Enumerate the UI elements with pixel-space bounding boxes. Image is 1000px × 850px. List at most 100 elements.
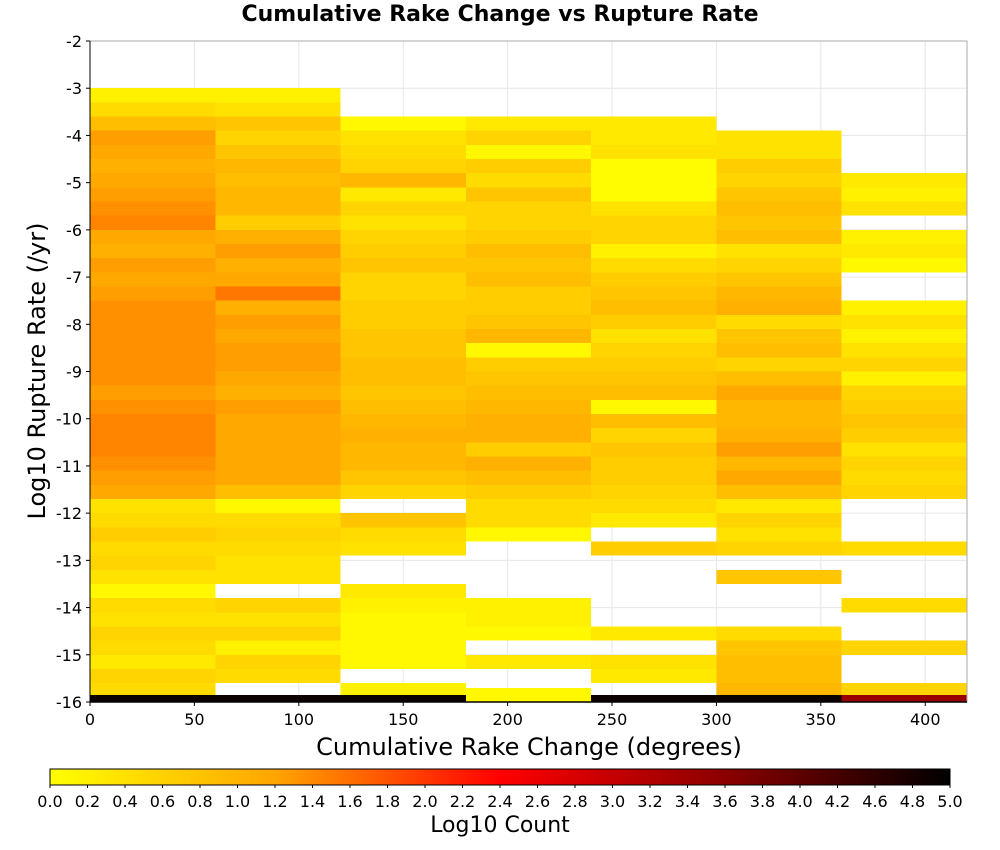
colorbar-tick-label: 1.8: [375, 792, 400, 811]
heatmap-cell: [591, 314, 717, 330]
heatmap-cell: [90, 413, 216, 429]
heatmap-cell: [465, 130, 592, 145]
colorbar-tick-label: 4.2: [825, 792, 850, 811]
heatmap-cell: [340, 612, 466, 627]
heatmap-cell: [465, 258, 592, 273]
colorbar-tick-label: 0.4: [112, 792, 137, 811]
heatmap-cell: [465, 385, 592, 400]
heatmap-cell: [841, 357, 967, 372]
heatmap-cell: [841, 484, 967, 499]
heatmap-cell: [90, 385, 216, 400]
colorbar-tick-label: 4.0: [787, 792, 812, 811]
heatmap-cell: [340, 413, 466, 429]
y-tick-label: -10: [56, 410, 82, 429]
heatmap-cell: [90, 626, 216, 641]
heatmap-cell: [465, 300, 592, 315]
heatmap-cell: [90, 612, 216, 627]
heatmap-cell: [215, 173, 341, 188]
heatmap-cell: [841, 399, 967, 414]
heatmap-cell: [340, 187, 466, 202]
heatmap-cell: [716, 286, 842, 301]
heatmap-cell: [90, 484, 216, 499]
heatmap-cell: [465, 399, 592, 414]
y-tick-label: -12: [56, 504, 82, 523]
heatmap-cell: [215, 144, 341, 160]
heatmap-cell: [591, 244, 717, 259]
heatmap-cell: [90, 694, 216, 702]
heatmap-cell: [215, 470, 341, 485]
heatmap-cell: [340, 343, 466, 358]
heatmap-cell: [591, 484, 717, 499]
heatmap-cell: [215, 640, 341, 655]
colorbar-tick-label: 3.0: [600, 792, 625, 811]
heatmap-cell: [215, 130, 341, 145]
colorbar-tick-label: 1.0: [225, 792, 250, 811]
heatmap-cell: [340, 272, 466, 287]
heatmap-cell: [215, 527, 341, 542]
heatmap-cell: [90, 513, 216, 528]
heatmap-cell: [215, 541, 341, 556]
heatmap-cell: [716, 173, 842, 188]
heatmap-cell: [340, 385, 466, 400]
heatmap-cell: [215, 612, 341, 627]
heatmap-cell: [90, 583, 216, 599]
heatmap-cell: [841, 470, 967, 485]
heatmap-cell: [591, 498, 717, 514]
y-tick-label: -16: [56, 693, 82, 712]
heatmap-cell: [591, 272, 717, 287]
y-tick-label: -2: [66, 32, 82, 51]
heatmap-cell: [90, 215, 216, 230]
heatmap-cell: [591, 343, 717, 358]
heatmap-cell: [340, 116, 466, 131]
heatmap-cell: [90, 286, 216, 301]
heatmap-cell: [340, 258, 466, 273]
heatmap-cell: [716, 215, 842, 230]
heatmap-cell: [90, 314, 216, 330]
heatmap-cell: [841, 173, 967, 188]
heatmap-cell: [591, 428, 717, 443]
heatmap-cell: [591, 329, 717, 344]
heatmap-cell: [716, 694, 842, 702]
heatmap-cell: [716, 130, 842, 145]
heatmap-cell: [465, 484, 592, 499]
colorbar-tick-label: 3.2: [637, 792, 662, 811]
heatmap-cell: [340, 694, 466, 702]
y-tick-label: -15: [56, 646, 82, 665]
heatmap-cell: [716, 399, 842, 414]
heatmap-cell: [841, 244, 967, 259]
heatmap-cell: [841, 314, 967, 330]
colorbar-tick-label: 4.6: [862, 792, 887, 811]
heatmap-cell: [591, 286, 717, 301]
heatmap-cell: [841, 258, 967, 273]
heatmap-cell: [716, 626, 842, 641]
heatmap-cell: [90, 173, 216, 188]
colorbar-tick-label: 4.8: [900, 792, 925, 811]
heatmap-cell: [90, 229, 216, 245]
x-tick-label: 100: [284, 710, 315, 729]
heatmap-cell: [716, 272, 842, 287]
heatmap-cell: [716, 456, 842, 471]
heatmap-cell: [591, 513, 717, 528]
chart-title: Cumulative Rake Change vs Rupture Rate: [241, 2, 759, 27]
colorbar-tick-label: 1.6: [337, 792, 362, 811]
heatmap-cell: [591, 385, 717, 400]
colorbar: [49, 768, 951, 786]
heatmap-cell: [215, 343, 341, 358]
heatmap-cell: [591, 470, 717, 485]
heatmap-cell: [465, 598, 592, 613]
heatmap-cell: [90, 555, 216, 570]
colorbar-tick-label: 2.4: [487, 792, 512, 811]
colorbar-tick-label: 0.8: [187, 792, 212, 811]
heatmap-cell: [465, 272, 592, 287]
heatmap-cell: [90, 300, 216, 315]
heatmap-cell: [716, 314, 842, 330]
heatmap-cell: [215, 300, 341, 315]
y-tick-label: -13: [56, 551, 82, 570]
heatmap-cell: [340, 541, 466, 556]
heatmap-cell: [465, 329, 592, 344]
heatmap-cell: [465, 229, 592, 245]
heatmap-cell: [716, 187, 842, 202]
heatmap-cell: [90, 159, 216, 174]
heatmap-cell: [591, 413, 717, 429]
heatmap-cell: [340, 300, 466, 315]
